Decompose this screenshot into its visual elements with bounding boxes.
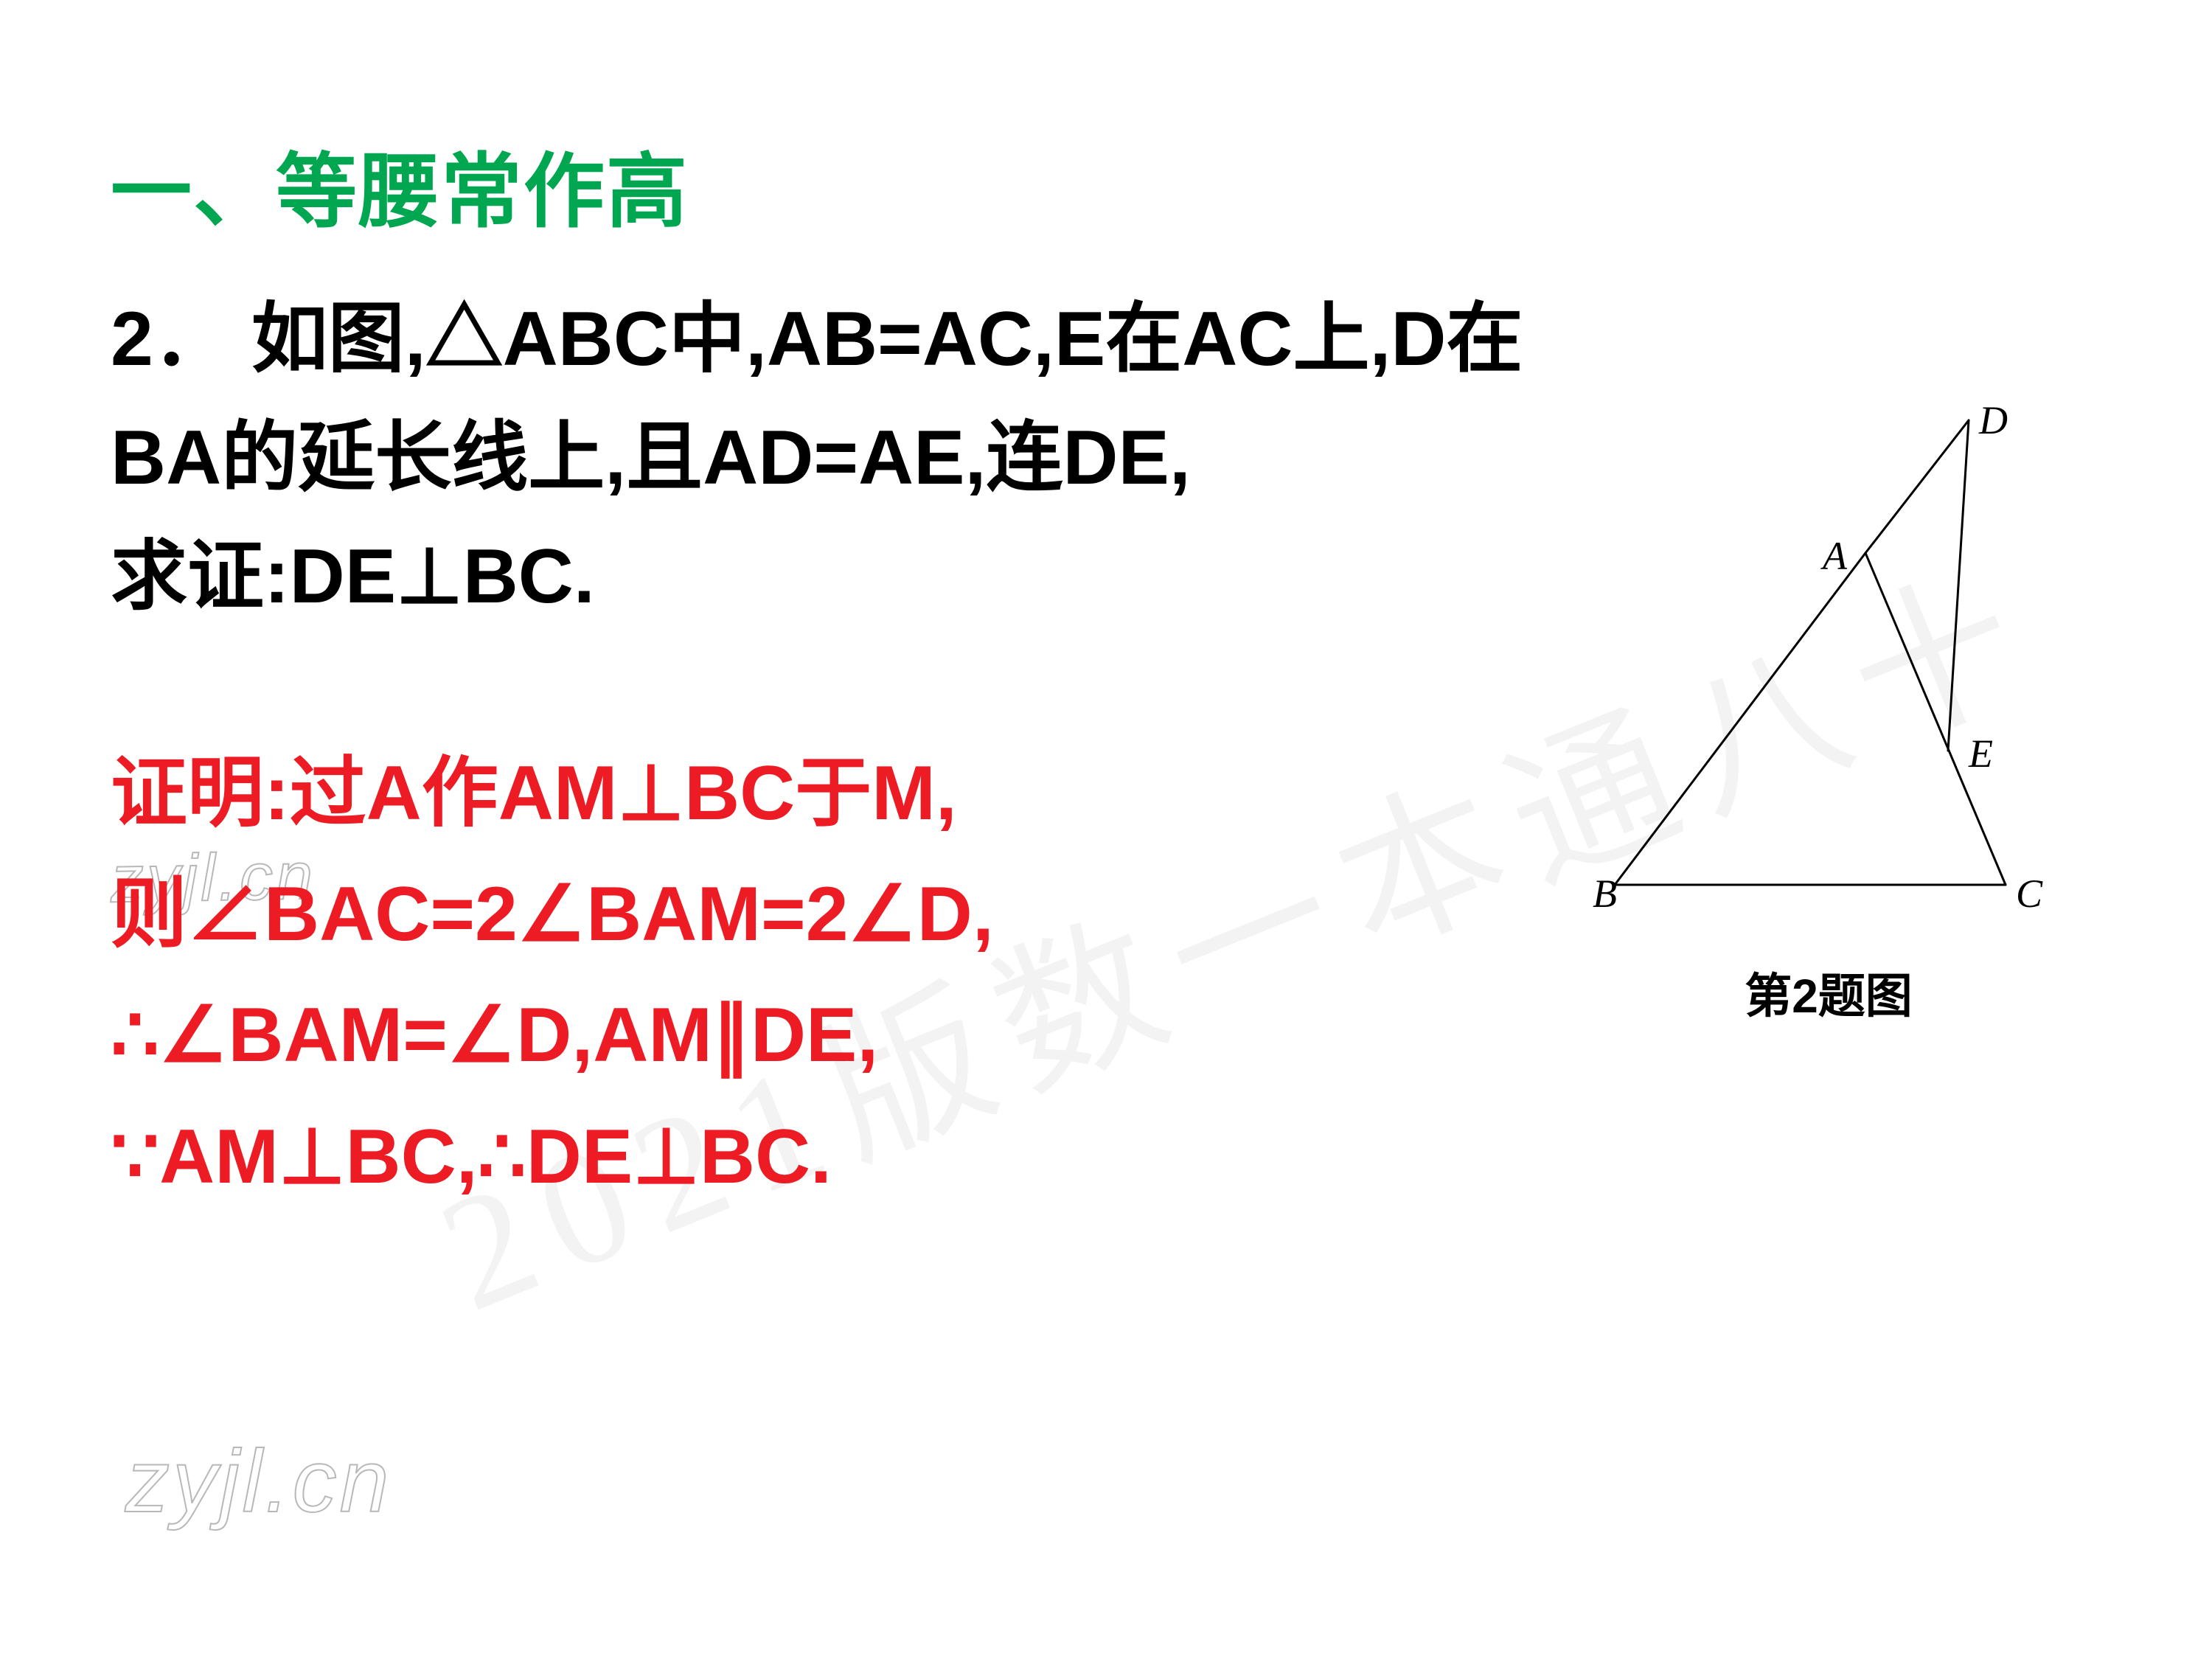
watermark-text: zyjl.cn (125, 1430, 392, 1532)
proof-line: ∵AM⊥BC,∴DE⊥BC. (111, 1096, 2101, 1217)
proof-line: ∴∠BAM=∠D,AM∥DE, (111, 975, 2101, 1096)
proof-line: 则∠BAC=2∠BAM=2∠D, (111, 854, 2101, 975)
problem-line: 求证:DE⊥BC. (111, 534, 595, 619)
problem-statement: 2． 如图,△ABC中,AB=AC,E在AC上,D在 BA的延长线上,且AD=A… (111, 280, 2101, 637)
proof-line: 证明:过A作AM⊥BC于M, (111, 733, 2101, 854)
content-layer: 一、等腰常作高 2． 如图,△ABC中,AB=AC,E在AC上,D在 BA的延长… (111, 125, 2101, 1217)
proof-block: 证明:过A作AM⊥BC于M, 则∠BAC=2∠BAM=2∠D, ∴∠BAM=∠D… (111, 733, 2101, 1217)
slide: 2021版数一本通八十 一、等腰常作高 2． 如图,△ABC中,AB=AC,E在… (0, 0, 2212, 1659)
problem-line: 2． 如图,△ABC中,AB=AC,E在AC上,D在 (111, 296, 1523, 382)
section-heading: 一、等腰常作高 (111, 125, 2101, 243)
problem-line: BA的延长线上,且AD=AE,连DE, (111, 415, 1191, 501)
